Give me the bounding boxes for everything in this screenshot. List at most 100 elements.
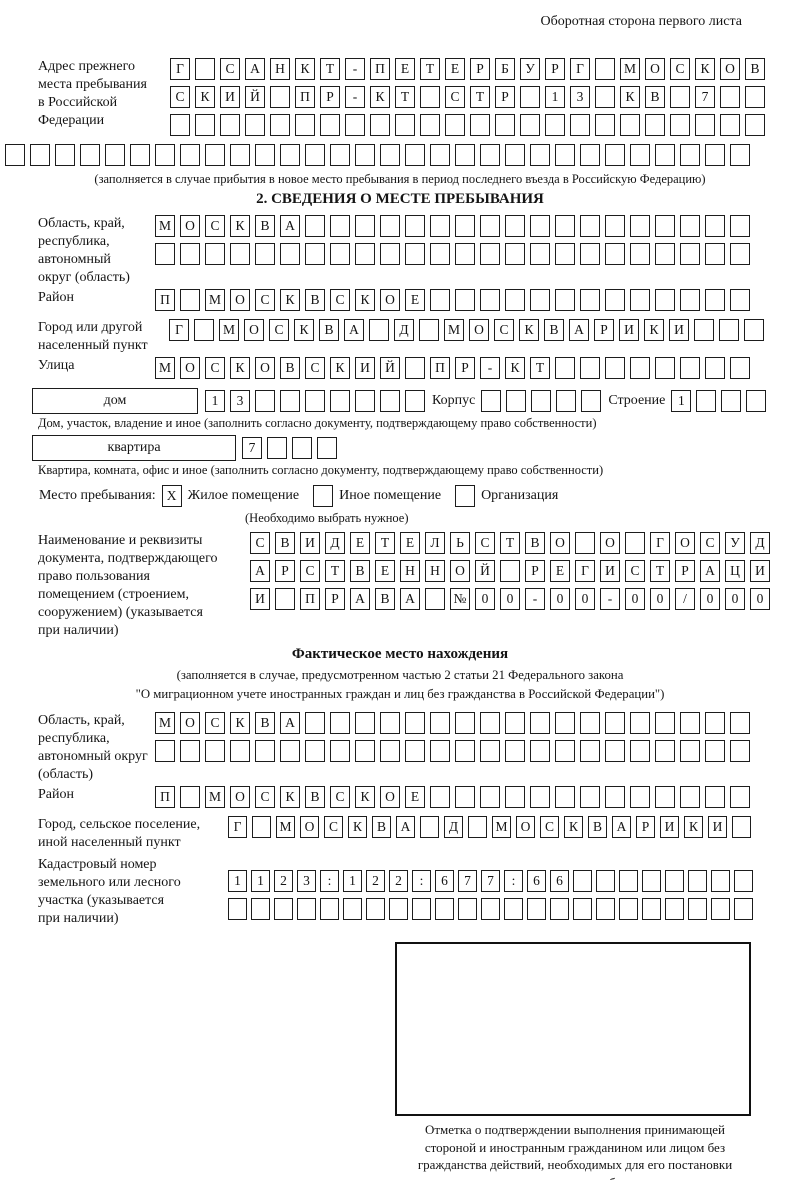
char-cell[interactable]: С — [255, 786, 275, 808]
char-cell[interactable]: В — [319, 319, 339, 341]
char-cell[interactable] — [405, 712, 425, 734]
char-cell[interactable]: Р — [275, 560, 295, 582]
char-cell[interactable] — [430, 144, 450, 166]
char-cell[interactable]: 6 — [527, 870, 546, 892]
char-cell[interactable]: И — [600, 560, 620, 582]
char-cell[interactable]: С — [445, 86, 465, 108]
char-cell[interactable]: У — [725, 532, 745, 554]
char-cell[interactable]: - — [600, 588, 620, 610]
char-cell[interactable]: О — [230, 786, 250, 808]
char-cell[interactable] — [505, 215, 525, 237]
char-cell[interactable] — [580, 357, 600, 379]
char-cell[interactable] — [595, 58, 615, 80]
char-cell[interactable] — [320, 114, 340, 136]
char-cell[interactable] — [505, 144, 525, 166]
char-cell[interactable]: С — [494, 319, 514, 341]
char-cell[interactable]: С — [670, 58, 690, 80]
char-cell[interactable]: 3 — [297, 870, 316, 892]
char-cell[interactable]: Т — [500, 532, 520, 554]
char-cell[interactable] — [389, 898, 408, 920]
char-cell[interactable]: 7 — [242, 436, 262, 459]
char-cell[interactable]: Б — [495, 58, 515, 80]
char-cell[interactable] — [730, 740, 750, 762]
char-cell[interactable]: В — [255, 215, 275, 237]
char-cell[interactable] — [420, 114, 440, 136]
char-cell[interactable]: - — [480, 357, 500, 379]
char-cell[interactable] — [366, 898, 385, 920]
char-cell[interactable] — [380, 243, 400, 265]
char-cell[interactable] — [505, 740, 525, 762]
char-cell[interactable]: В — [745, 58, 765, 80]
char-cell[interactable] — [575, 532, 595, 554]
char-cell[interactable]: М — [276, 816, 295, 838]
char-cell[interactable]: С — [300, 560, 320, 582]
char-cell[interactable]: П — [370, 58, 390, 80]
char-cell[interactable] — [605, 243, 625, 265]
char-cell[interactable] — [480, 215, 500, 237]
char-cell[interactable] — [720, 86, 740, 108]
char-cell[interactable]: К — [295, 58, 315, 80]
char-cell[interactable] — [711, 898, 730, 920]
char-cell[interactable] — [642, 870, 661, 892]
char-cell[interactable] — [280, 740, 300, 762]
char-cell[interactable]: А — [280, 215, 300, 237]
char-cell[interactable]: А — [245, 58, 265, 80]
char-cell[interactable] — [5, 144, 25, 166]
char-cell[interactable]: 0 — [475, 588, 495, 610]
char-cell[interactable] — [252, 816, 271, 838]
char-cell[interactable] — [405, 357, 425, 379]
char-cell[interactable]: О — [450, 560, 470, 582]
char-cell[interactable] — [696, 389, 717, 412]
char-cell[interactable] — [455, 712, 475, 734]
char-cell[interactable] — [665, 870, 684, 892]
char-cell[interactable]: Т — [320, 58, 340, 80]
char-cell[interactable]: М — [444, 319, 464, 341]
char-cell[interactable]: Р — [525, 560, 545, 582]
char-cell[interactable] — [480, 144, 500, 166]
char-cell[interactable] — [305, 215, 325, 237]
char-cell[interactable]: С — [205, 712, 225, 734]
char-cell[interactable]: О — [469, 319, 489, 341]
checkbox-residential[interactable]: X — [161, 485, 182, 507]
char-cell[interactable]: - — [345, 86, 365, 108]
char-cell[interactable]: А — [400, 588, 420, 610]
char-cell[interactable]: К — [230, 712, 250, 734]
char-cell[interactable] — [680, 357, 700, 379]
char-cell[interactable] — [580, 243, 600, 265]
char-cell[interactable]: Г — [169, 319, 189, 341]
char-cell[interactable]: Г — [570, 58, 590, 80]
char-cell[interactable] — [195, 58, 215, 80]
char-cell[interactable] — [705, 243, 725, 265]
char-cell[interactable] — [744, 319, 764, 341]
char-cell[interactable]: К — [505, 357, 525, 379]
char-cell[interactable]: С — [305, 357, 325, 379]
char-cell[interactable] — [30, 144, 50, 166]
char-cell[interactable] — [420, 816, 439, 838]
char-cell[interactable] — [680, 740, 700, 762]
char-cell[interactable] — [455, 243, 475, 265]
char-cell[interactable]: М — [620, 58, 640, 80]
char-cell[interactable]: В — [305, 289, 325, 311]
char-cell[interactable]: Т — [395, 86, 415, 108]
char-cell[interactable] — [711, 870, 730, 892]
char-cell[interactable]: 0 — [700, 588, 720, 610]
char-cell[interactable] — [630, 243, 650, 265]
char-cell[interactable] — [625, 532, 645, 554]
char-cell[interactable]: Е — [375, 560, 395, 582]
char-cell[interactable] — [455, 289, 475, 311]
char-cell[interactable] — [745, 114, 765, 136]
char-cell[interactable] — [292, 436, 312, 459]
char-cell[interactable]: К — [195, 86, 215, 108]
char-cell[interactable] — [455, 740, 475, 762]
char-cell[interactable] — [105, 144, 125, 166]
char-cell[interactable]: 1 — [671, 389, 692, 412]
char-cell[interactable] — [194, 319, 214, 341]
char-cell[interactable]: - — [525, 588, 545, 610]
char-cell[interactable]: В — [350, 560, 370, 582]
char-cell[interactable] — [746, 389, 767, 412]
char-cell[interactable]: Т — [375, 532, 395, 554]
char-cell[interactable] — [655, 215, 675, 237]
char-cell[interactable] — [605, 144, 625, 166]
char-cell[interactable] — [688, 870, 707, 892]
char-cell[interactable]: М — [205, 786, 225, 808]
